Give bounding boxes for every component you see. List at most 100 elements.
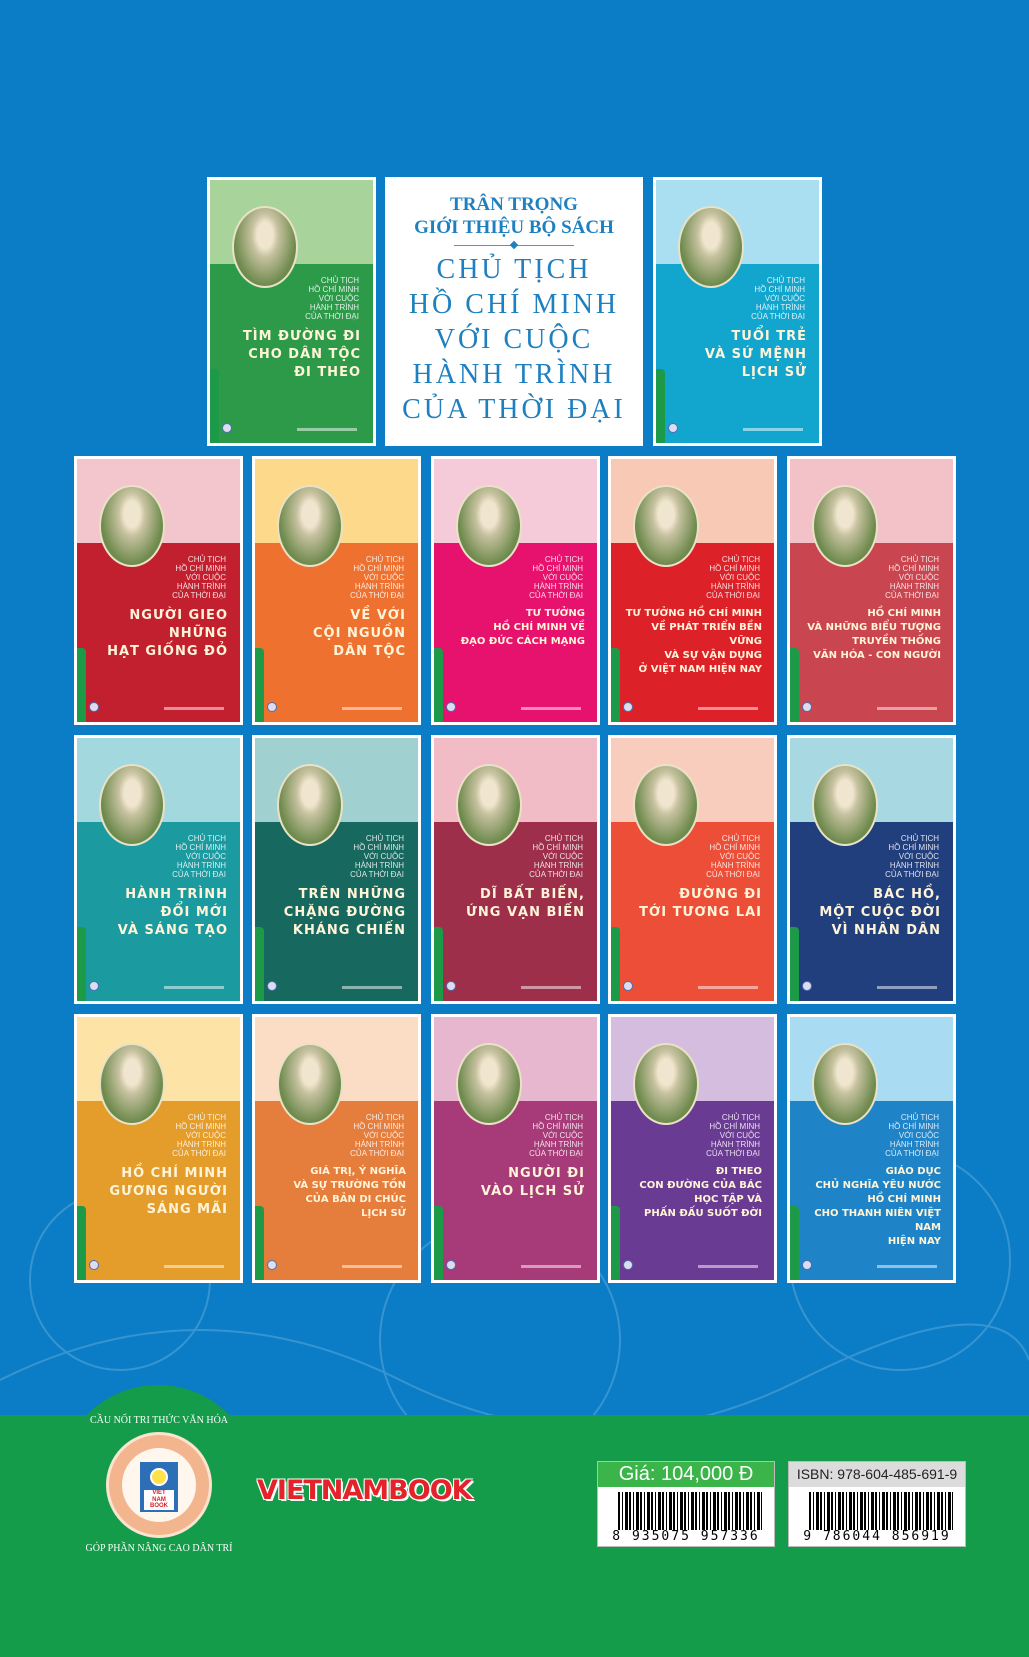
publisher-icon [802, 1260, 812, 1270]
publisher-line [698, 707, 758, 710]
spine-strip [611, 927, 620, 1001]
book-title: GIÁ TRỊ, Ý NGHĨA VÀ SỰ TRƯỜNG TỒN CỦA BẢ… [293, 1166, 406, 1219]
price-barcode: Giá: 104,000 Đ 8 935075 957336 [597, 1461, 775, 1547]
publisher-icon [668, 423, 678, 433]
brand-wordmark: VIETNAMBOOK [257, 1475, 473, 1506]
spine-strip [255, 1206, 264, 1280]
book-cover: CHỦ TỊCH HỒ CHÍ MINH VỚI CUỘC HÀNH TRÌNH… [608, 1014, 777, 1283]
publisher-line [342, 707, 402, 710]
series-intro-box: TRÂN TRỌNG GIỚI THIỆU BỘ SÁCH CHỦ TỊCH H… [385, 177, 643, 446]
book-cover: CHỦ TỊCH HỒ CHÍ MINH VỚI CUỘC HÀNH TRÌNH… [608, 735, 777, 1004]
series-label: CHỦ TỊCH HỒ CHÍ MINH VỚI CUỘC HÀNH TRÌNH… [706, 834, 760, 879]
publisher-icon [89, 702, 99, 712]
publisher-line [342, 1265, 402, 1268]
book-cover: CHỦ TỊCH HỒ CHÍ MINH VỚI CUỘC HÀNH TRÌNH… [653, 177, 822, 446]
portrait-image [456, 764, 522, 846]
book-title: TƯ TƯỞNG HỒ CHÍ MINH VỀ PHÁT TRIỂN BỀN V… [625, 608, 762, 675]
book-cover: CHỦ TỊCH HỒ CHÍ MINH VỚI CUỘC HÀNH TRÌNH… [787, 1014, 956, 1283]
barcode-number: 9 786044 856919 [797, 1530, 957, 1544]
book-title: DĨ BẤT BIẾN, ỨNG VẠN BIẾN [466, 887, 585, 920]
portrait-image [456, 1043, 522, 1125]
cover-bottom [77, 543, 240, 722]
book-cover: CHỦ TỊCH HỒ CHÍ MINH VỚI CUỘC HÀNH TRÌNH… [431, 1014, 600, 1283]
cover-bottom [434, 543, 597, 722]
book-title: TÌM ĐƯỜNG ĐI CHO DÂN TỘC ĐI THEO [242, 329, 361, 380]
series-label: CHỦ TỊCH HỒ CHÍ MINH VỚI CUỘC HÀNH TRÌNH… [529, 555, 583, 600]
publisher-line [164, 1265, 224, 1268]
cover-bottom [77, 822, 240, 1001]
spine-strip [611, 1206, 620, 1280]
spine-strip [210, 369, 219, 443]
publisher-icon [446, 702, 456, 712]
book-cover: CHỦ TỊCH HỒ CHÍ MINH VỚI CUỘC HÀNH TRÌNH… [252, 1014, 421, 1283]
publisher-line [297, 428, 357, 431]
isbn-label: ISBN: 978-604-485-691-9 [789, 1462, 965, 1487]
publisher-icon [802, 702, 812, 712]
isbn-barcode: ISBN: 978-604-485-691-9 9 786044 856919 [788, 1461, 966, 1547]
series-label: CHỦ TỊCH HỒ CHÍ MINH VỚI CUỘC HÀNH TRÌNH… [885, 555, 939, 600]
spine-strip [255, 927, 264, 1001]
spine-strip [790, 1206, 799, 1280]
publisher-icon [802, 981, 812, 991]
spine-strip [255, 648, 264, 722]
publisher-icon [267, 1260, 277, 1270]
portrait-image [99, 764, 165, 846]
barcode-bars [618, 1492, 762, 1532]
book-title: HỒ CHÍ MINH GƯƠNG NGƯỜI SÁNG MÃI [109, 1166, 228, 1217]
publisher-line [698, 1265, 758, 1268]
spine-strip [77, 1206, 86, 1280]
book-title: HỒ CHÍ MINH VÀ NHỮNG BIỂU TƯỢNG TRUYỀN T… [807, 608, 941, 661]
publisher-line [877, 1265, 937, 1268]
publisher-icon [89, 1260, 99, 1270]
book-cover: CHỦ TỊCH HỒ CHÍ MINH VỚI CUỘC HÀNH TRÌNH… [74, 456, 243, 725]
publisher-line [743, 428, 803, 431]
book-title: BÁC HỒ, MỘT CUỘC ĐỜI VÌ NHÂN DÂN [819, 887, 941, 938]
book-cover: CHỦ TỊCH HỒ CHÍ MINH VỚI CUỘC HÀNH TRÌNH… [608, 456, 777, 725]
book-cover: CHỦ TỊCH HỒ CHÍ MINH VỚI CUỘC HÀNH TRÌNH… [207, 177, 376, 446]
spine-strip [77, 927, 86, 1001]
series-title: CHỦ TỊCH HỒ CHÍ MINH VỚI CUỘC HÀNH TRÌNH… [402, 254, 626, 425]
book-cover: CHỦ TỊCH HỒ CHÍ MINH VỚI CUỘC HÀNH TRÌNH… [74, 735, 243, 1004]
series-label: CHỦ TỊCH HỒ CHÍ MINH VỚI CUỘC HÀNH TRÌNH… [529, 1113, 583, 1158]
cover-bottom [434, 822, 597, 1001]
portrait-image [633, 1043, 699, 1125]
series-label: CHỦ TỊCH HỒ CHÍ MINH VỚI CUỘC HÀNH TRÌNH… [350, 834, 404, 879]
logo-text-top: CẦU NỐI TRI THỨC VĂN HÓA [89, 1415, 229, 1426]
spine-strip [434, 927, 443, 1001]
cover-bottom [611, 1101, 774, 1280]
cover-bottom [611, 543, 774, 722]
book-title: ĐƯỜNG ĐI TỚI TƯƠNG LAI [639, 887, 762, 920]
book-title: GIÁO DỤC CHỦ NGHĨA YÊU NƯỚC HỒ CHÍ MINH … [814, 1166, 941, 1247]
book-title: NGƯỜI GIEO NHỮNG HẠT GIỐNG ĐỎ [107, 608, 228, 659]
publisher-line [521, 707, 581, 710]
spine-strip [656, 369, 665, 443]
divider [454, 245, 574, 246]
portrait-image [812, 1043, 878, 1125]
sun-icon [150, 1468, 168, 1486]
spine-strip [611, 648, 620, 722]
portrait-image [812, 485, 878, 567]
cover-bottom [210, 264, 373, 443]
spine-strip [77, 648, 86, 722]
cover-bottom [656, 264, 819, 443]
portrait-image [99, 485, 165, 567]
cover-bottom [790, 822, 953, 1001]
cover-bottom [790, 1101, 953, 1280]
series-label: CHỦ TỊCH HỒ CHÍ MINH VỚI CUỘC HÀNH TRÌNH… [706, 555, 760, 600]
book-title: HÀNH TRÌNH ĐỔI MỚI VÀ SÁNG TẠO [117, 887, 228, 938]
publisher-seal-logo: VIET NAM BOOK CẦU NỐI TRI THỨC VĂN HÓA G… [78, 1404, 240, 1566]
spine-strip [790, 927, 799, 1001]
spine-strip [790, 648, 799, 722]
publisher-icon [222, 423, 232, 433]
series-label: CHỦ TỊCH HỒ CHÍ MINH VỚI CUỘC HÀNH TRÌNH… [172, 834, 226, 879]
book-cover: CHỦ TỊCH HỒ CHÍ MINH VỚI CUỘC HÀNH TRÌNH… [252, 456, 421, 725]
publisher-line [521, 1265, 581, 1268]
cover-bottom [790, 543, 953, 722]
book-title: TUỔI TRẺ VÀ SỨ MỆNH LỊCH SỬ [704, 329, 807, 380]
portrait-image [678, 206, 744, 288]
publisher-icon [623, 1260, 633, 1270]
portrait-image [633, 764, 699, 846]
series-label: CHỦ TỊCH HỒ CHÍ MINH VỚI CUỘC HÀNH TRÌNH… [885, 834, 939, 879]
portrait-image [277, 764, 343, 846]
spine-strip [434, 1206, 443, 1280]
